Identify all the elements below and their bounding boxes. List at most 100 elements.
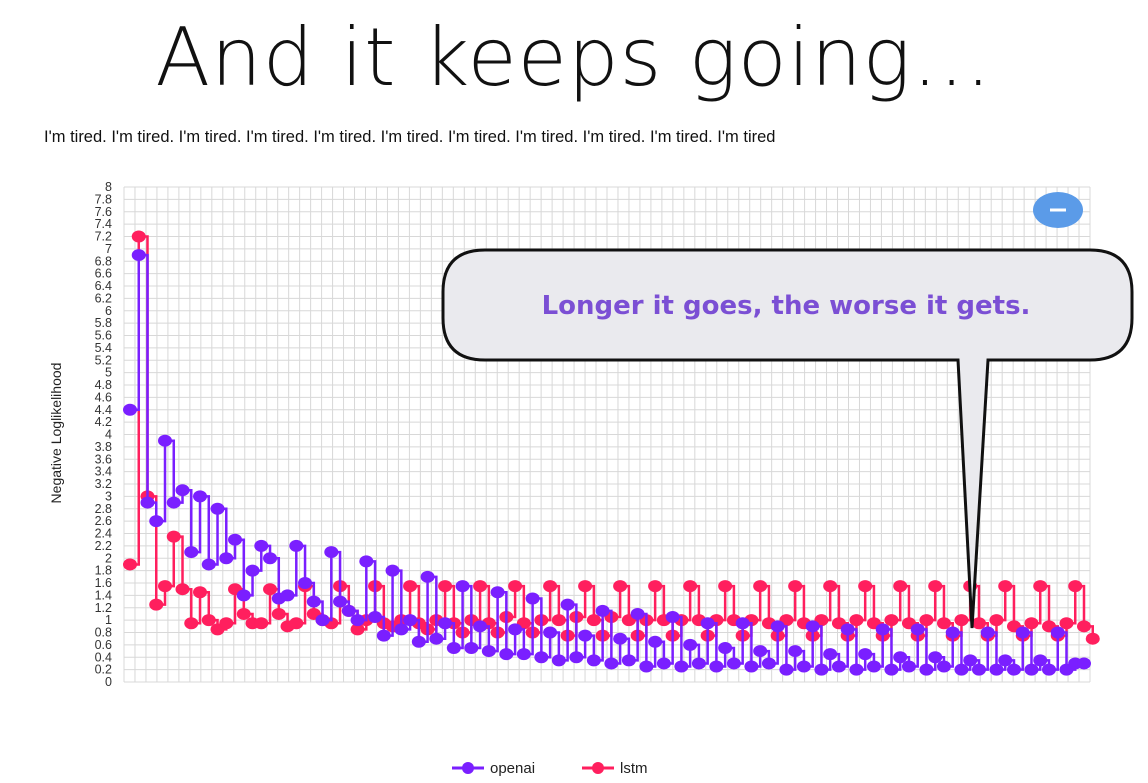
data-point-openai (770, 620, 785, 633)
y-tick-label: 7 (105, 242, 112, 256)
data-point-lstm (201, 614, 216, 627)
data-point-openai (298, 577, 313, 589)
data-point-openai (394, 623, 409, 636)
data-point-lstm (289, 617, 304, 630)
data-point-openai (403, 614, 418, 627)
data-point-lstm (350, 623, 365, 636)
data-point-lstm (543, 580, 558, 593)
y-tick-label: 7.8 (95, 192, 112, 206)
data-point-openai (788, 645, 803, 658)
data-point-openai (543, 626, 558, 639)
data-point-openai (140, 496, 155, 509)
data-point-openai (586, 654, 601, 667)
data-point-lstm (1059, 617, 1074, 630)
y-tick-label: 6.4 (95, 279, 112, 293)
y-tick-label: 4.2 (95, 415, 112, 429)
data-point-openai (499, 648, 514, 661)
data-point-openai (411, 635, 426, 648)
data-point-openai (709, 660, 724, 673)
y-tick-label: 5.6 (95, 329, 112, 343)
data-point-openai (455, 580, 470, 593)
data-point-lstm (928, 580, 943, 593)
data-point-openai (866, 660, 881, 673)
data-point-openai (639, 660, 654, 673)
data-point-openai (525, 592, 540, 605)
data-point-openai (630, 607, 645, 620)
y-tick-label: 6.6 (95, 267, 112, 281)
data-point-openai (166, 496, 181, 509)
data-point-lstm (263, 583, 278, 596)
slide-title: And it keeps going… (155, 11, 993, 104)
data-point-openai (1033, 654, 1048, 667)
data-point-openai (263, 552, 278, 565)
data-point-lstm (998, 580, 1013, 593)
data-point-openai (840, 623, 855, 636)
data-point-openai (341, 604, 356, 617)
data-point-lstm (149, 598, 164, 611)
legend-item-lstm: lstm (582, 760, 648, 777)
data-point-openai (236, 589, 251, 602)
callout-shape (441, 248, 1134, 629)
chart-legend: openai lstm (452, 760, 648, 777)
y-tick-label: 8 (105, 180, 112, 194)
data-point-openai (473, 620, 488, 633)
data-point-lstm (131, 230, 146, 243)
y-tick-label: 0.8 (95, 626, 112, 640)
y-tick-label: 7.2 (95, 230, 112, 244)
y-tick-label: 4 (105, 428, 112, 442)
data-point-openai (884, 663, 899, 676)
minus-button[interactable] (1033, 192, 1083, 228)
data-point-lstm (219, 617, 234, 630)
data-point-lstm (718, 580, 733, 593)
data-point-openai (919, 663, 934, 676)
data-point-openai (481, 645, 496, 658)
data-point-openai (254, 539, 269, 552)
data-point-openai (551, 654, 566, 667)
data-point-openai (945, 626, 960, 639)
slide-subtitle: I'm tired. I'm tired. I'm tired. I'm tir… (44, 128, 776, 146)
data-point-openai (569, 651, 584, 664)
y-tick-label: 0.2 (95, 663, 112, 677)
y-tick-label: 6.8 (95, 254, 112, 268)
data-point-openai (219, 552, 234, 565)
data-point-openai (464, 641, 479, 654)
y-axis-label: Negative Loglikelihood (48, 363, 64, 504)
data-point-openai (289, 539, 304, 552)
data-point-lstm (438, 580, 453, 593)
y-tick-label: 0.6 (95, 638, 112, 652)
data-point-openai (665, 611, 680, 624)
data-point-openai (175, 484, 190, 497)
data-point-openai (376, 629, 391, 642)
data-point-openai (123, 403, 137, 416)
data-point-lstm (954, 614, 969, 627)
data-point-lstm (919, 614, 934, 627)
y-tick-label: 4.6 (95, 390, 112, 404)
data-point-openai (989, 663, 1004, 676)
data-point-openai (534, 651, 549, 664)
y-tick-label: 3.4 (95, 465, 112, 479)
data-point-lstm (753, 580, 768, 593)
legend-marker-lstm (592, 762, 604, 774)
data-point-lstm (1033, 580, 1048, 593)
y-tick-label: 5.8 (95, 316, 112, 330)
y-tick-label: 2 (105, 551, 112, 565)
data-point-openai (595, 604, 610, 617)
data-point-openai (998, 654, 1013, 667)
data-point-lstm (823, 580, 838, 593)
data-point-openai (1024, 663, 1039, 676)
data-point-lstm (788, 580, 803, 593)
data-point-openai (893, 651, 908, 664)
y-tick-label: 5.4 (95, 341, 112, 355)
data-point-lstm (1024, 617, 1039, 630)
data-point-openai (901, 660, 916, 673)
data-point-openai (858, 648, 873, 661)
data-point-openai (245, 564, 260, 577)
callout-bubble: Longer it goes, the worse it gets. (441, 248, 1134, 629)
legend-marker-openai (462, 762, 474, 774)
data-point-openai (648, 635, 663, 648)
data-point-openai (674, 660, 689, 673)
data-point-openai (971, 663, 986, 676)
minus-icon-bar (1050, 208, 1066, 212)
y-tick-label: 1.8 (95, 564, 112, 578)
legend-label-lstm: lstm (620, 760, 648, 777)
